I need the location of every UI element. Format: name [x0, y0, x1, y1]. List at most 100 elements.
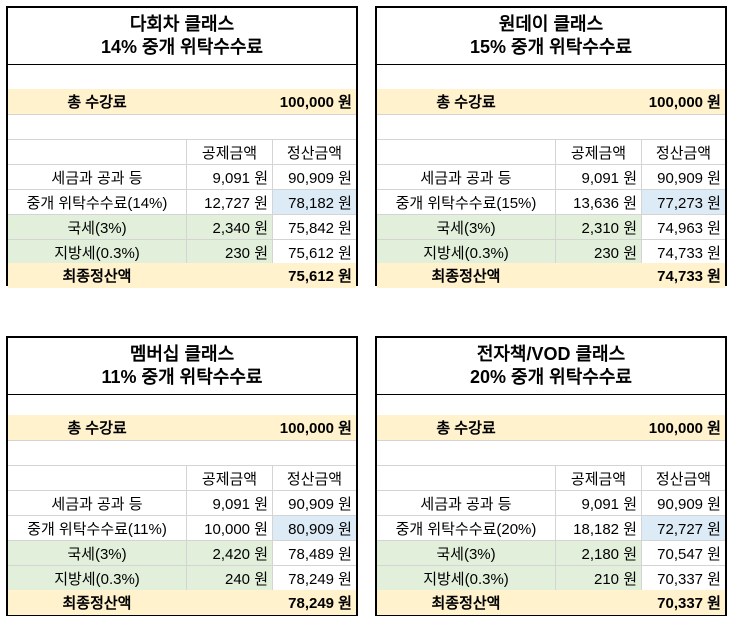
row-label: 지방세(0.3%) — [8, 240, 186, 265]
card-subtitle: 20% 중개 위탁수수료 — [470, 367, 632, 387]
deduction-amount: 240 원 — [186, 566, 272, 591]
final-settlement-label: 최종정산액 — [377, 263, 555, 288]
settlement-column-header: 정산금액 — [272, 466, 356, 491]
total-fee-value: 100,000 원 — [555, 89, 725, 114]
deduction-column-header: 공제금액 — [186, 140, 272, 165]
final-settlement-value: 74,733 원 — [555, 263, 725, 288]
deduction-amount: 12,727 원 — [186, 190, 272, 215]
row-label: 세금과 공과 등 — [420, 170, 512, 187]
card-header: 다회차 클래스 14% 중개 위탁수수료 — [8, 8, 356, 65]
row-label: 국세(3%) — [377, 541, 555, 566]
deduction-amount: 230 원 — [555, 240, 641, 265]
deduction-amount: 2,310 원 — [555, 215, 641, 240]
table-row: 국세(3%) 2,340 원 75,842 원 — [8, 214, 356, 240]
row-label: 국세(3%) — [377, 215, 555, 240]
card-subtitle: 11% 중개 위탁수수료 — [101, 367, 263, 387]
settlement-amount: 90,909 원 — [272, 491, 356, 516]
final-settlement-label: 최종정산액 — [8, 590, 186, 615]
final-settlement-value: 78,249 원 — [186, 590, 356, 615]
table-row: 지방세(0.3%) 230 원 74,733 원 — [377, 239, 725, 265]
row-label: 세금과 공과 등 — [420, 496, 512, 513]
settlement-column-header: 정산금액 — [272, 140, 356, 165]
total-fee-value: 100,000 원 — [186, 415, 356, 440]
final-settlement-label: 최종정산액 — [8, 263, 186, 288]
row-label: 중개 위탁수수료(11%) — [27, 521, 167, 538]
total-fee-label: 총 수강료 — [377, 415, 555, 440]
settlement-amount: 77,273 원 — [641, 190, 725, 215]
deduction-column-header: 공제금액 — [186, 466, 272, 491]
deduction-amount: 9,091 원 — [186, 491, 272, 516]
table-row: 국세(3%) 2,420 원 78,489 원 — [8, 540, 356, 566]
total-fee-label: 총 수강료 — [377, 89, 555, 114]
settlement-column-header: 정산금액 — [641, 140, 725, 165]
table-row: 지방세(0.3%) 210 원 70,337 원 — [377, 565, 725, 591]
final-settlement-value: 75,612 원 — [186, 263, 356, 288]
card-title: 전자책/VOD 클래스 — [476, 344, 626, 364]
deduction-amount: 210 원 — [555, 566, 641, 591]
settlement-amount: 78,249 원 — [272, 566, 356, 591]
card-title: 다회차 클래스 — [129, 14, 235, 34]
table-row: 중개 위탁수수료(15%) 13,636 원 77,273 원 — [377, 189, 725, 215]
deduction-amount: 9,091 원 — [186, 165, 272, 190]
table-row: 지방세(0.3%) 240 원 78,249 원 — [8, 565, 356, 591]
table-row: 중개 위탁수수료(20%) 18,182 원 72,727 원 — [377, 515, 725, 541]
settlement-amount: 78,489 원 — [272, 541, 356, 566]
row-label: 국세(3%) — [8, 215, 186, 240]
table-row: 중개 위탁수수료(14%) 12,727 원 78,182 원 — [8, 189, 356, 215]
card-title: 멤버십 클래스 — [129, 344, 235, 364]
row-label: 세금과 공과 등 — [51, 170, 143, 187]
settlement-amount: 78,182 원 — [272, 190, 356, 215]
card-subtitle: 14% 중개 위탁수수료 — [101, 37, 263, 57]
table-row: 국세(3%) 2,310 원 74,963 원 — [377, 214, 725, 240]
deduction-amount: 2,420 원 — [186, 541, 272, 566]
card-title: 원데이 클래스 — [498, 14, 604, 34]
total-fee-value: 100,000 원 — [555, 415, 725, 440]
table-row: 세금과 공과 등 9,091 원 90,909 원 — [377, 490, 725, 516]
deduction-column-header: 공제금액 — [555, 140, 641, 165]
row-label: 중개 위탁수수료(14%) — [26, 195, 168, 212]
settlement-column-header: 정산금액 — [641, 466, 725, 491]
row-label: 지방세(0.3%) — [377, 240, 555, 265]
settlement-amount: 74,963 원 — [641, 215, 725, 240]
row-label: 지방세(0.3%) — [377, 566, 555, 591]
row-label: 세금과 공과 등 — [51, 496, 143, 513]
card-header: 원데이 클래스 15% 중개 위탁수수료 — [377, 8, 725, 65]
deduction-amount: 13,636 원 — [555, 190, 641, 215]
deduction-amount: 230 원 — [186, 240, 272, 265]
table-row: 국세(3%) 2,180 원 70,547 원 — [377, 540, 725, 566]
settlement-amount: 74,733 원 — [641, 240, 725, 265]
settlement-amount: 90,909 원 — [272, 165, 356, 190]
table-row: 지방세(0.3%) 230 원 75,612 원 — [8, 239, 356, 265]
card-subtitle: 15% 중개 위탁수수료 — [470, 37, 632, 57]
settlement-card-ebook-vod: 전자책/VOD 클래스 20% 중개 위탁수수료 총 수강료 100,000 원… — [375, 336, 727, 616]
table-row: 세금과 공과 등 9,091 원 90,909 원 — [377, 164, 725, 190]
settlement-amount: 75,842 원 — [272, 215, 356, 240]
deduction-amount: 2,340 원 — [186, 215, 272, 240]
settlement-card-membership: 멤버십 클래스 11% 중개 위탁수수료 총 수강료 100,000 원 공제금… — [6, 336, 358, 616]
total-fee-label: 총 수강료 — [8, 89, 186, 114]
row-label: 중개 위탁수수료(20%) — [395, 521, 537, 538]
settlement-amount: 70,547 원 — [641, 541, 725, 566]
deduction-amount: 18,182 원 — [555, 516, 641, 541]
settlement-card-multi-session: 다회차 클래스 14% 중개 위탁수수료 총 수강료 100,000 원 공제금… — [6, 6, 358, 288]
settlement-amount: 90,909 원 — [641, 165, 725, 190]
deduction-amount: 9,091 원 — [555, 165, 641, 190]
final-settlement-label: 최종정산액 — [377, 590, 555, 615]
total-fee-label: 총 수강료 — [8, 415, 186, 440]
card-header: 멤버십 클래스 11% 중개 위탁수수료 — [8, 338, 356, 395]
deduction-amount: 9,091 원 — [555, 491, 641, 516]
settlement-amount: 72,727 원 — [641, 516, 725, 541]
card-header: 전자책/VOD 클래스 20% 중개 위탁수수료 — [377, 338, 725, 395]
settlement-card-one-day: 원데이 클래스 15% 중개 위탁수수료 총 수강료 100,000 원 공제금… — [375, 6, 727, 288]
total-fee-value: 100,000 원 — [186, 89, 356, 114]
table-row: 세금과 공과 등 9,091 원 90,909 원 — [8, 490, 356, 516]
final-settlement-value: 70,337 원 — [555, 590, 725, 615]
row-label: 지방세(0.3%) — [8, 566, 186, 591]
table-row: 세금과 공과 등 9,091 원 90,909 원 — [8, 164, 356, 190]
deduction-amount: 10,000 원 — [186, 516, 272, 541]
settlement-amount: 80,909 원 — [272, 516, 356, 541]
row-label: 국세(3%) — [8, 541, 186, 566]
deduction-column-header: 공제금액 — [555, 466, 641, 491]
settlement-amount: 75,612 원 — [272, 240, 356, 265]
settlement-amount: 90,909 원 — [641, 491, 725, 516]
